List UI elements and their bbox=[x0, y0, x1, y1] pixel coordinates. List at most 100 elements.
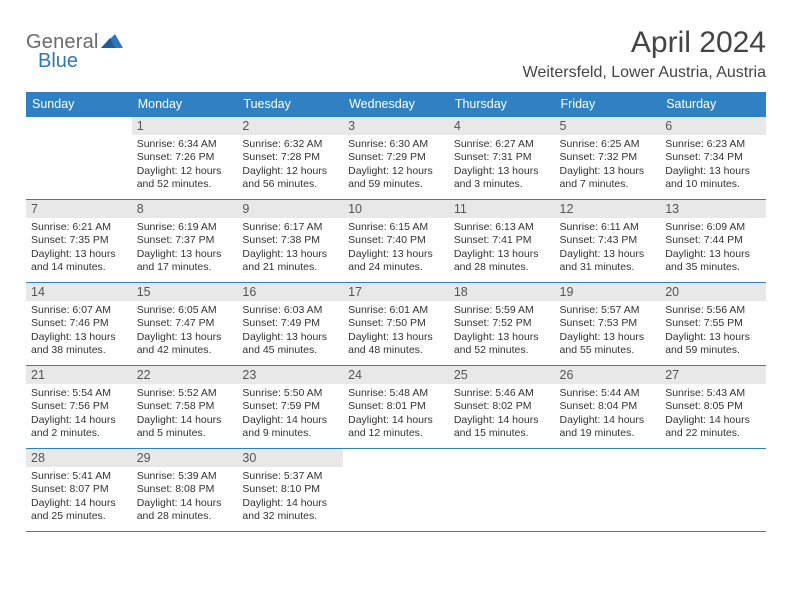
day-detail-line: Sunrise: 6:25 AM bbox=[560, 138, 656, 151]
logo-text: General Blue bbox=[26, 32, 123, 71]
weekday-header: Thursday bbox=[449, 92, 555, 117]
day-detail-line: Daylight: 13 hours and 48 minutes. bbox=[348, 331, 444, 358]
day-number: 5 bbox=[555, 117, 661, 135]
day-detail-line: Sunrise: 6:01 AM bbox=[348, 304, 444, 317]
day-details: Sunrise: 5:37 AMSunset: 8:10 PMDaylight:… bbox=[237, 467, 343, 528]
day-details: Sunrise: 5:46 AMSunset: 8:02 PMDaylight:… bbox=[449, 384, 555, 445]
calendar-cell: 13Sunrise: 6:09 AMSunset: 7:44 PMDayligh… bbox=[660, 200, 766, 283]
day-detail-line: Sunrise: 5:37 AM bbox=[242, 470, 338, 483]
day-number bbox=[660, 449, 766, 467]
calendar-cell: 6Sunrise: 6:23 AMSunset: 7:34 PMDaylight… bbox=[660, 117, 766, 200]
day-detail-line: Daylight: 14 hours and 25 minutes. bbox=[31, 497, 127, 524]
day-detail-line: Sunset: 7:35 PM bbox=[31, 234, 127, 247]
day-number: 8 bbox=[132, 200, 238, 218]
calendar-week-row: 7Sunrise: 6:21 AMSunset: 7:35 PMDaylight… bbox=[26, 200, 766, 283]
day-detail-line: Sunset: 8:08 PM bbox=[137, 483, 233, 496]
day-details: Sunrise: 6:25 AMSunset: 7:32 PMDaylight:… bbox=[555, 135, 661, 196]
day-number: 22 bbox=[132, 366, 238, 384]
calendar-cell: 23Sunrise: 5:50 AMSunset: 7:59 PMDayligh… bbox=[237, 366, 343, 449]
calendar-cell: 7Sunrise: 6:21 AMSunset: 7:35 PMDaylight… bbox=[26, 200, 132, 283]
day-detail-line: Sunset: 7:58 PM bbox=[137, 400, 233, 413]
day-detail-line: Sunset: 8:02 PM bbox=[454, 400, 550, 413]
day-detail-line: Daylight: 13 hours and 28 minutes. bbox=[454, 248, 550, 275]
calendar-cell bbox=[555, 449, 661, 532]
day-detail-line: Sunrise: 6:23 AM bbox=[665, 138, 761, 151]
calendar-week-row: 21Sunrise: 5:54 AMSunset: 7:56 PMDayligh… bbox=[26, 366, 766, 449]
day-detail-line: Sunrise: 6:07 AM bbox=[31, 304, 127, 317]
calendar-cell: 24Sunrise: 5:48 AMSunset: 8:01 PMDayligh… bbox=[343, 366, 449, 449]
day-detail-line: Daylight: 14 hours and 19 minutes. bbox=[560, 414, 656, 441]
day-details: Sunrise: 6:15 AMSunset: 7:40 PMDaylight:… bbox=[343, 218, 449, 279]
calendar-cell bbox=[449, 449, 555, 532]
calendar-week-row: 1Sunrise: 6:34 AMSunset: 7:26 PMDaylight… bbox=[26, 117, 766, 200]
calendar-cell: 8Sunrise: 6:19 AMSunset: 7:37 PMDaylight… bbox=[132, 200, 238, 283]
calendar-cell: 1Sunrise: 6:34 AMSunset: 7:26 PMDaylight… bbox=[132, 117, 238, 200]
day-number: 18 bbox=[449, 283, 555, 301]
day-detail-line: Daylight: 13 hours and 35 minutes. bbox=[665, 248, 761, 275]
calendar-cell: 22Sunrise: 5:52 AMSunset: 7:58 PMDayligh… bbox=[132, 366, 238, 449]
day-detail-line: Daylight: 13 hours and 45 minutes. bbox=[242, 331, 338, 358]
day-detail-line: Daylight: 14 hours and 9 minutes. bbox=[242, 414, 338, 441]
day-detail-line: Sunrise: 6:15 AM bbox=[348, 221, 444, 234]
day-detail-line: Sunset: 7:46 PM bbox=[31, 317, 127, 330]
calendar-cell: 5Sunrise: 6:25 AMSunset: 7:32 PMDaylight… bbox=[555, 117, 661, 200]
day-details: Sunrise: 6:03 AMSunset: 7:49 PMDaylight:… bbox=[237, 301, 343, 362]
day-detail-line: Sunrise: 6:34 AM bbox=[137, 138, 233, 151]
calendar-cell: 21Sunrise: 5:54 AMSunset: 7:56 PMDayligh… bbox=[26, 366, 132, 449]
calendar-cell: 9Sunrise: 6:17 AMSunset: 7:38 PMDaylight… bbox=[237, 200, 343, 283]
calendar-cell: 29Sunrise: 5:39 AMSunset: 8:08 PMDayligh… bbox=[132, 449, 238, 532]
day-details: Sunrise: 6:23 AMSunset: 7:34 PMDaylight:… bbox=[660, 135, 766, 196]
day-details: Sunrise: 5:56 AMSunset: 7:55 PMDaylight:… bbox=[660, 301, 766, 362]
day-detail-line: Sunrise: 5:59 AM bbox=[454, 304, 550, 317]
day-detail-line: Daylight: 12 hours and 56 minutes. bbox=[242, 165, 338, 192]
day-detail-line: Sunset: 7:40 PM bbox=[348, 234, 444, 247]
day-detail-line: Daylight: 13 hours and 21 minutes. bbox=[242, 248, 338, 275]
calendar-body: 1Sunrise: 6:34 AMSunset: 7:26 PMDaylight… bbox=[26, 117, 766, 532]
day-number: 12 bbox=[555, 200, 661, 218]
calendar-cell: 17Sunrise: 6:01 AMSunset: 7:50 PMDayligh… bbox=[343, 283, 449, 366]
day-detail-line: Sunrise: 5:46 AM bbox=[454, 387, 550, 400]
day-number: 7 bbox=[26, 200, 132, 218]
calendar-cell: 15Sunrise: 6:05 AMSunset: 7:47 PMDayligh… bbox=[132, 283, 238, 366]
logo-row-1: General bbox=[26, 32, 123, 52]
month-title: April 2024 bbox=[523, 26, 766, 60]
day-detail-line: Sunrise: 5:54 AM bbox=[31, 387, 127, 400]
day-details: Sunrise: 6:32 AMSunset: 7:28 PMDaylight:… bbox=[237, 135, 343, 196]
day-number: 3 bbox=[343, 117, 449, 135]
day-details: Sunrise: 5:50 AMSunset: 7:59 PMDaylight:… bbox=[237, 384, 343, 445]
day-detail-line: Daylight: 13 hours and 31 minutes. bbox=[560, 248, 656, 275]
calendar-cell bbox=[660, 449, 766, 532]
day-details: Sunrise: 5:48 AMSunset: 8:01 PMDaylight:… bbox=[343, 384, 449, 445]
day-number: 20 bbox=[660, 283, 766, 301]
day-details bbox=[26, 135, 132, 142]
day-details: Sunrise: 6:30 AMSunset: 7:29 PMDaylight:… bbox=[343, 135, 449, 196]
day-number: 6 bbox=[660, 117, 766, 135]
day-detail-line: Daylight: 13 hours and 24 minutes. bbox=[348, 248, 444, 275]
day-detail-line: Sunset: 8:05 PM bbox=[665, 400, 761, 413]
day-number: 26 bbox=[555, 366, 661, 384]
day-details: Sunrise: 5:44 AMSunset: 8:04 PMDaylight:… bbox=[555, 384, 661, 445]
day-detail-line: Sunset: 7:37 PM bbox=[137, 234, 233, 247]
calendar-week-row: 14Sunrise: 6:07 AMSunset: 7:46 PMDayligh… bbox=[26, 283, 766, 366]
day-detail-line: Sunrise: 6:13 AM bbox=[454, 221, 550, 234]
day-number: 27 bbox=[660, 366, 766, 384]
day-detail-line: Daylight: 13 hours and 42 minutes. bbox=[137, 331, 233, 358]
calendar-cell: 16Sunrise: 6:03 AMSunset: 7:49 PMDayligh… bbox=[237, 283, 343, 366]
day-detail-line: Sunset: 8:07 PM bbox=[31, 483, 127, 496]
day-details: Sunrise: 5:59 AMSunset: 7:52 PMDaylight:… bbox=[449, 301, 555, 362]
day-detail-line: Sunset: 7:29 PM bbox=[348, 151, 444, 164]
day-details: Sunrise: 6:27 AMSunset: 7:31 PMDaylight:… bbox=[449, 135, 555, 196]
logo: General Blue bbox=[26, 32, 123, 71]
day-number: 21 bbox=[26, 366, 132, 384]
day-number: 16 bbox=[237, 283, 343, 301]
day-detail-line: Sunrise: 6:17 AM bbox=[242, 221, 338, 234]
day-detail-line: Sunset: 7:31 PM bbox=[454, 151, 550, 164]
day-details: Sunrise: 5:52 AMSunset: 7:58 PMDaylight:… bbox=[132, 384, 238, 445]
day-details: Sunrise: 5:43 AMSunset: 8:05 PMDaylight:… bbox=[660, 384, 766, 445]
day-detail-line: Sunrise: 5:44 AM bbox=[560, 387, 656, 400]
day-detail-line: Sunrise: 6:30 AM bbox=[348, 138, 444, 151]
day-detail-line: Sunrise: 6:32 AM bbox=[242, 138, 338, 151]
day-number: 1 bbox=[132, 117, 238, 135]
day-detail-line: Sunrise: 5:56 AM bbox=[665, 304, 761, 317]
day-detail-line: Daylight: 14 hours and 15 minutes. bbox=[454, 414, 550, 441]
